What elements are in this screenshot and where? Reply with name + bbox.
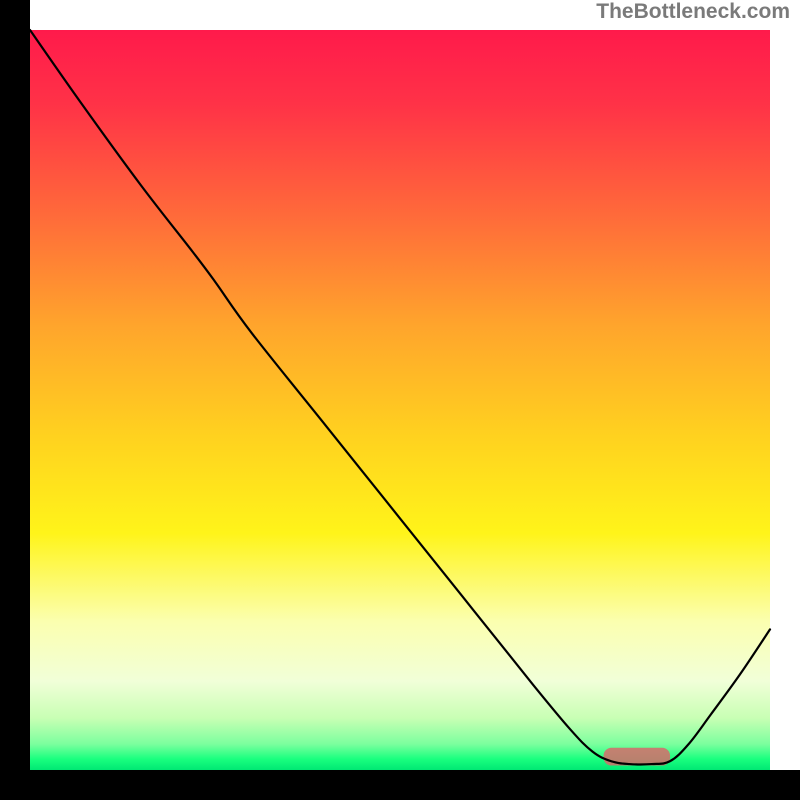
axis-y-line: [0, 0, 30, 800]
gradient-background: [30, 30, 770, 770]
chart-container: { "watermark": { "text": "TheBottleneck.…: [0, 0, 800, 800]
watermark-text: TheBottleneck.com: [596, 0, 790, 24]
axis-x-line: [0, 770, 800, 800]
chart-svg: [0, 0, 800, 800]
